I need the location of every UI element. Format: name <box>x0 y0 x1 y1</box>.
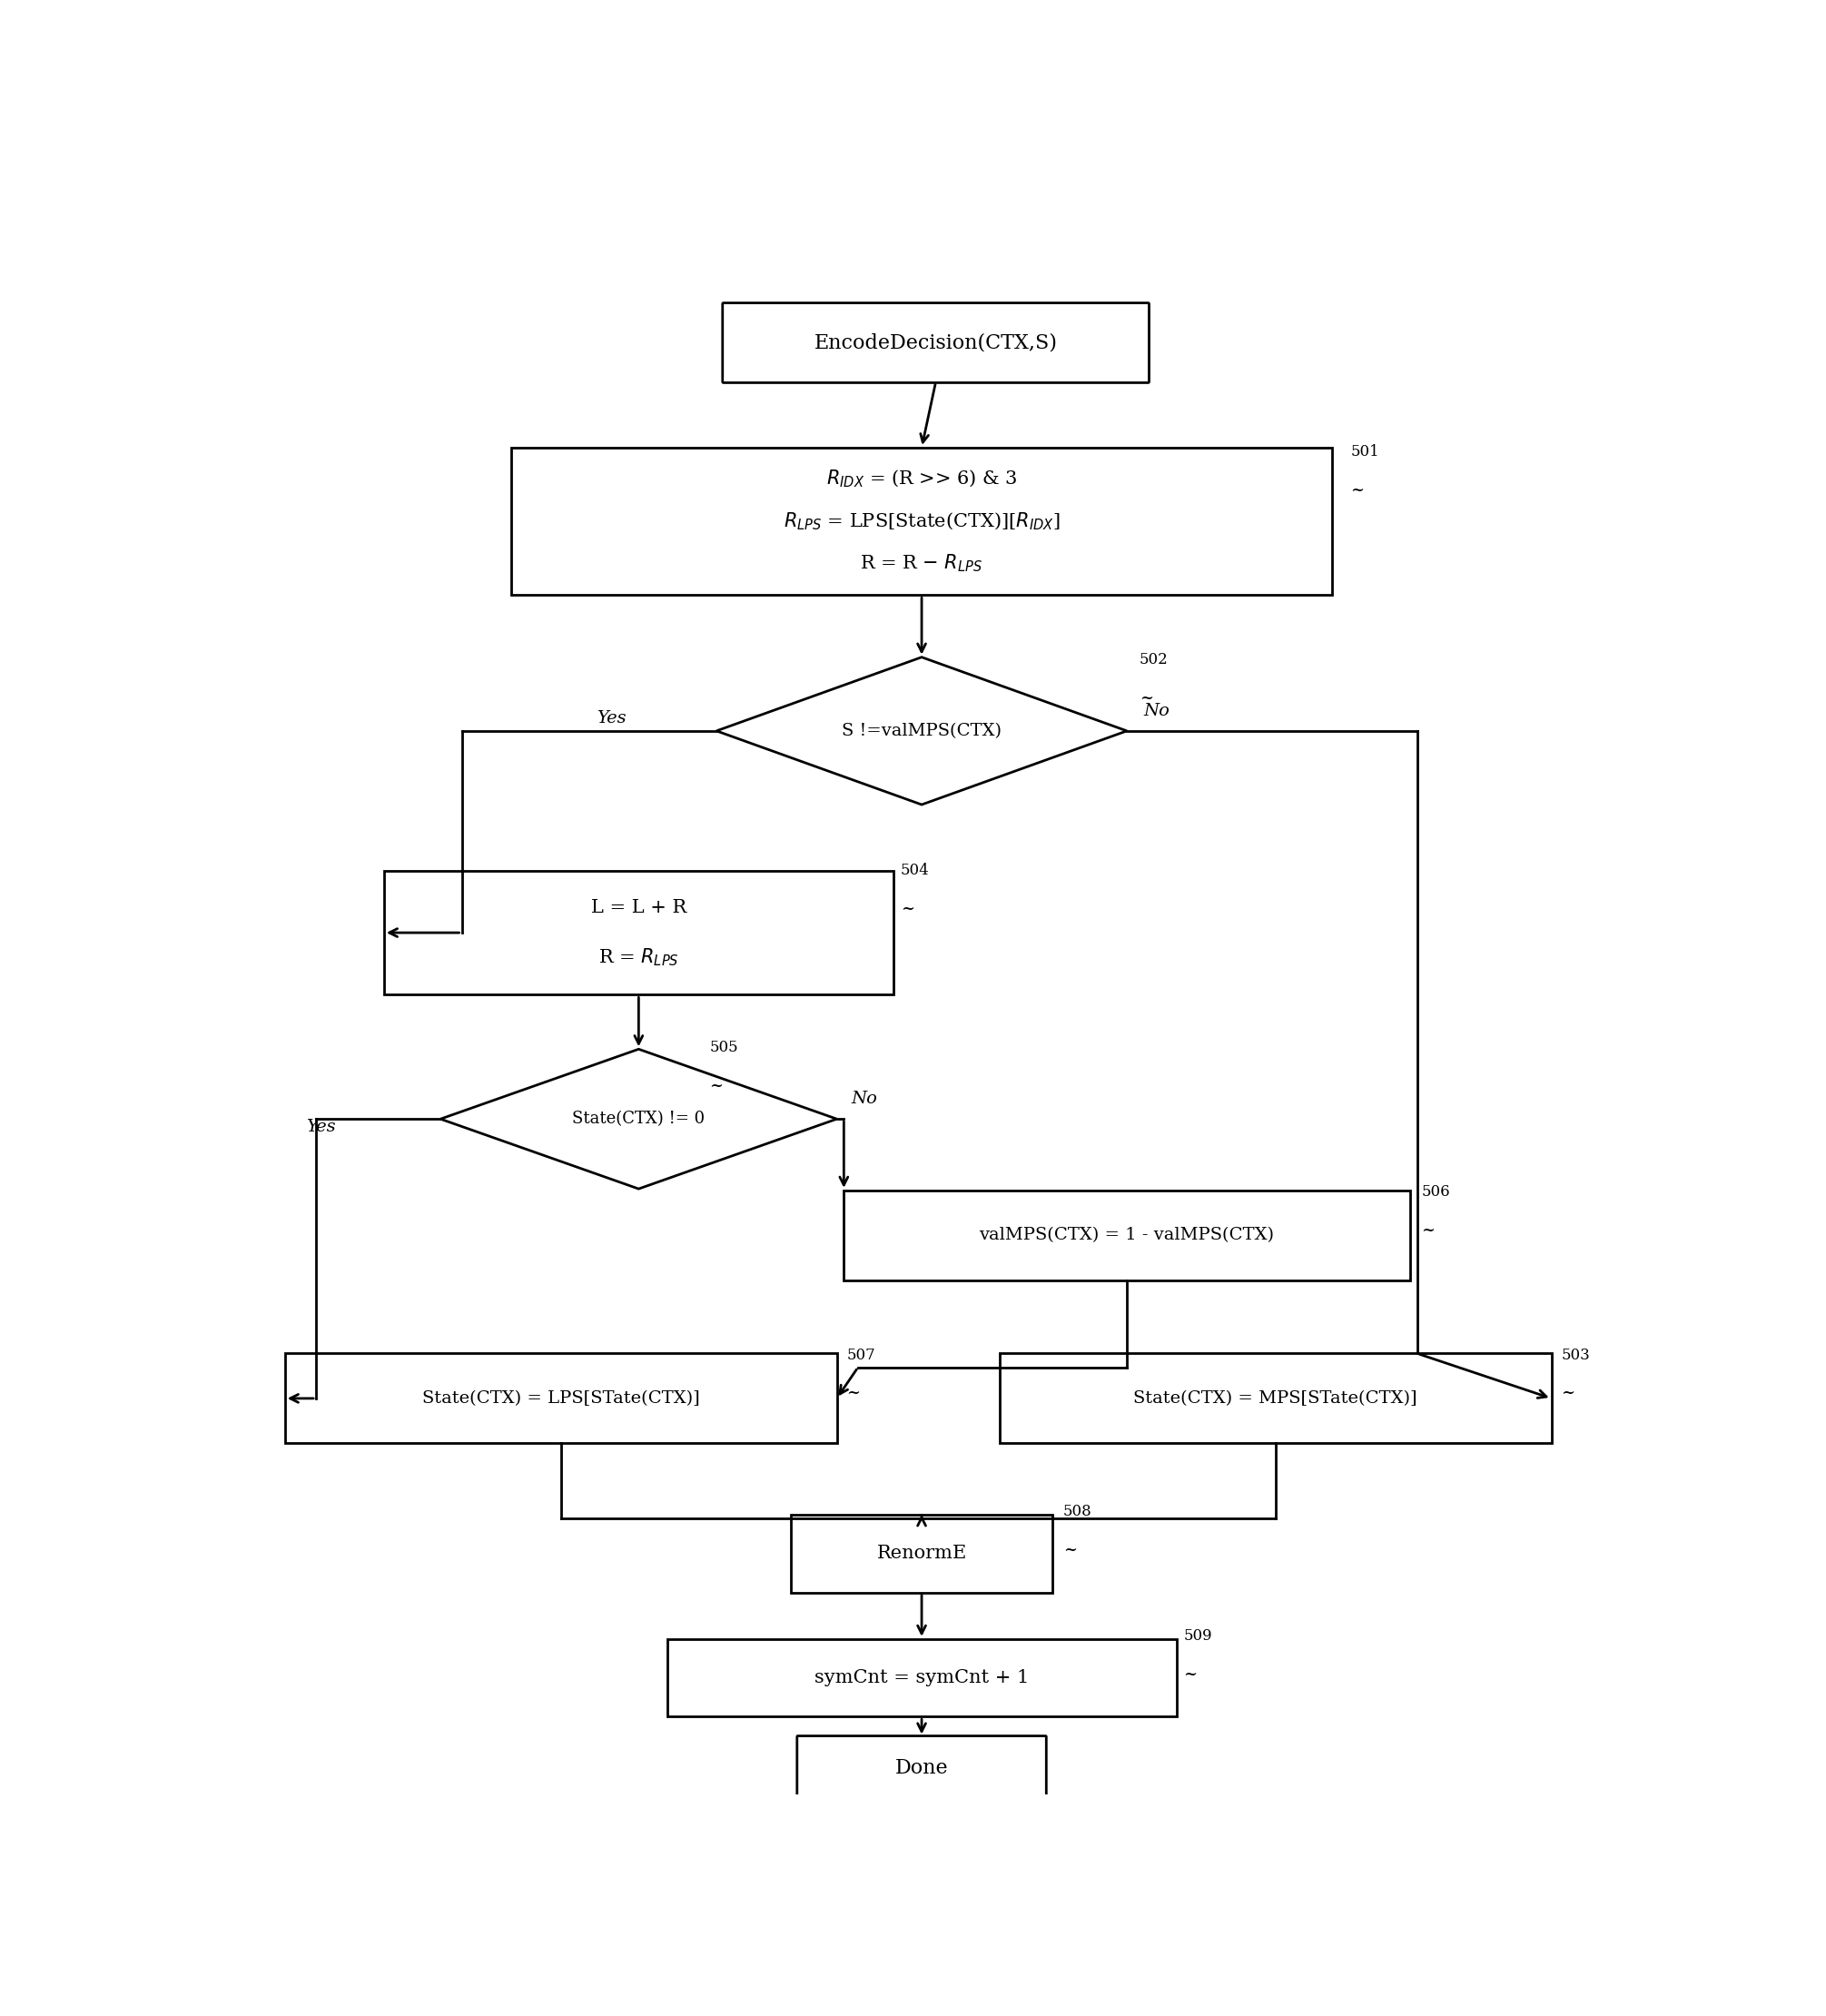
Text: State(CTX) = MPS[STate(CTX)]: State(CTX) = MPS[STate(CTX)] <box>1134 1391 1417 1407</box>
Text: 501: 501 <box>1351 444 1379 460</box>
Text: No: No <box>851 1091 876 1107</box>
Text: ~: ~ <box>1183 1665 1198 1683</box>
Polygon shape <box>716 657 1127 804</box>
Text: No: No <box>1143 704 1170 720</box>
Text: 506: 506 <box>1421 1183 1450 1200</box>
Text: S !=valMPS(CTX): S !=valMPS(CTX) <box>842 722 1002 740</box>
Text: 508: 508 <box>1063 1504 1092 1520</box>
Text: Yes: Yes <box>595 710 626 728</box>
Bar <box>844 1189 1410 1280</box>
FancyBboxPatch shape <box>798 1736 1046 1800</box>
Text: 504: 504 <box>900 863 929 879</box>
Text: 509: 509 <box>1183 1629 1212 1643</box>
Text: $R_{LPS}$ = LPS[State(CTX)][$R_{IDX}$]: $R_{LPS}$ = LPS[State(CTX)][$R_{IDX}$] <box>783 510 1061 532</box>
Text: 507: 507 <box>847 1347 875 1363</box>
Polygon shape <box>440 1048 836 1189</box>
Text: $R_{IDX}$ = (R >> 6) & 3: $R_{IDX}$ = (R >> 6) & 3 <box>825 468 1017 490</box>
Text: L = L + R: L = L + R <box>592 899 687 917</box>
Text: 503: 503 <box>1561 1347 1590 1363</box>
Text: Done: Done <box>895 1758 948 1778</box>
Text: EncodeDecision(CTX,S): EncodeDecision(CTX,S) <box>814 333 1057 353</box>
Bar <box>383 871 893 994</box>
Bar <box>285 1353 836 1443</box>
Text: symCnt = symCnt + 1: symCnt = symCnt + 1 <box>814 1669 1030 1687</box>
Text: R = $R_{LPS}$: R = $R_{LPS}$ <box>599 948 679 968</box>
Bar <box>999 1353 1552 1443</box>
Text: R = R − $R_{LPS}$: R = R − $R_{LPS}$ <box>860 552 982 575</box>
Text: ~: ~ <box>847 1385 860 1401</box>
Text: RenormE: RenormE <box>876 1544 966 1562</box>
Text: ~: ~ <box>1421 1222 1435 1238</box>
Text: 502: 502 <box>1139 651 1169 667</box>
FancyBboxPatch shape <box>723 302 1149 383</box>
Text: ~: ~ <box>1063 1542 1077 1558</box>
Text: State(CTX) != 0: State(CTX) != 0 <box>572 1111 705 1127</box>
Text: ~: ~ <box>1139 689 1154 706</box>
Text: ~: ~ <box>900 901 915 917</box>
Text: Yes: Yes <box>307 1119 336 1135</box>
Text: State(CTX) = LPS[STate(CTX)]: State(CTX) = LPS[STate(CTX)] <box>422 1391 699 1407</box>
Text: 505: 505 <box>708 1040 738 1054</box>
Text: ~: ~ <box>708 1079 723 1095</box>
Bar <box>666 1639 1176 1718</box>
Text: ~: ~ <box>1561 1385 1576 1401</box>
Text: valMPS(CTX) = 1 - valMPS(CTX): valMPS(CTX) = 1 - valMPS(CTX) <box>979 1228 1275 1244</box>
Bar <box>791 1514 1052 1593</box>
Text: ~: ~ <box>1351 482 1364 498</box>
Bar <box>511 448 1333 595</box>
